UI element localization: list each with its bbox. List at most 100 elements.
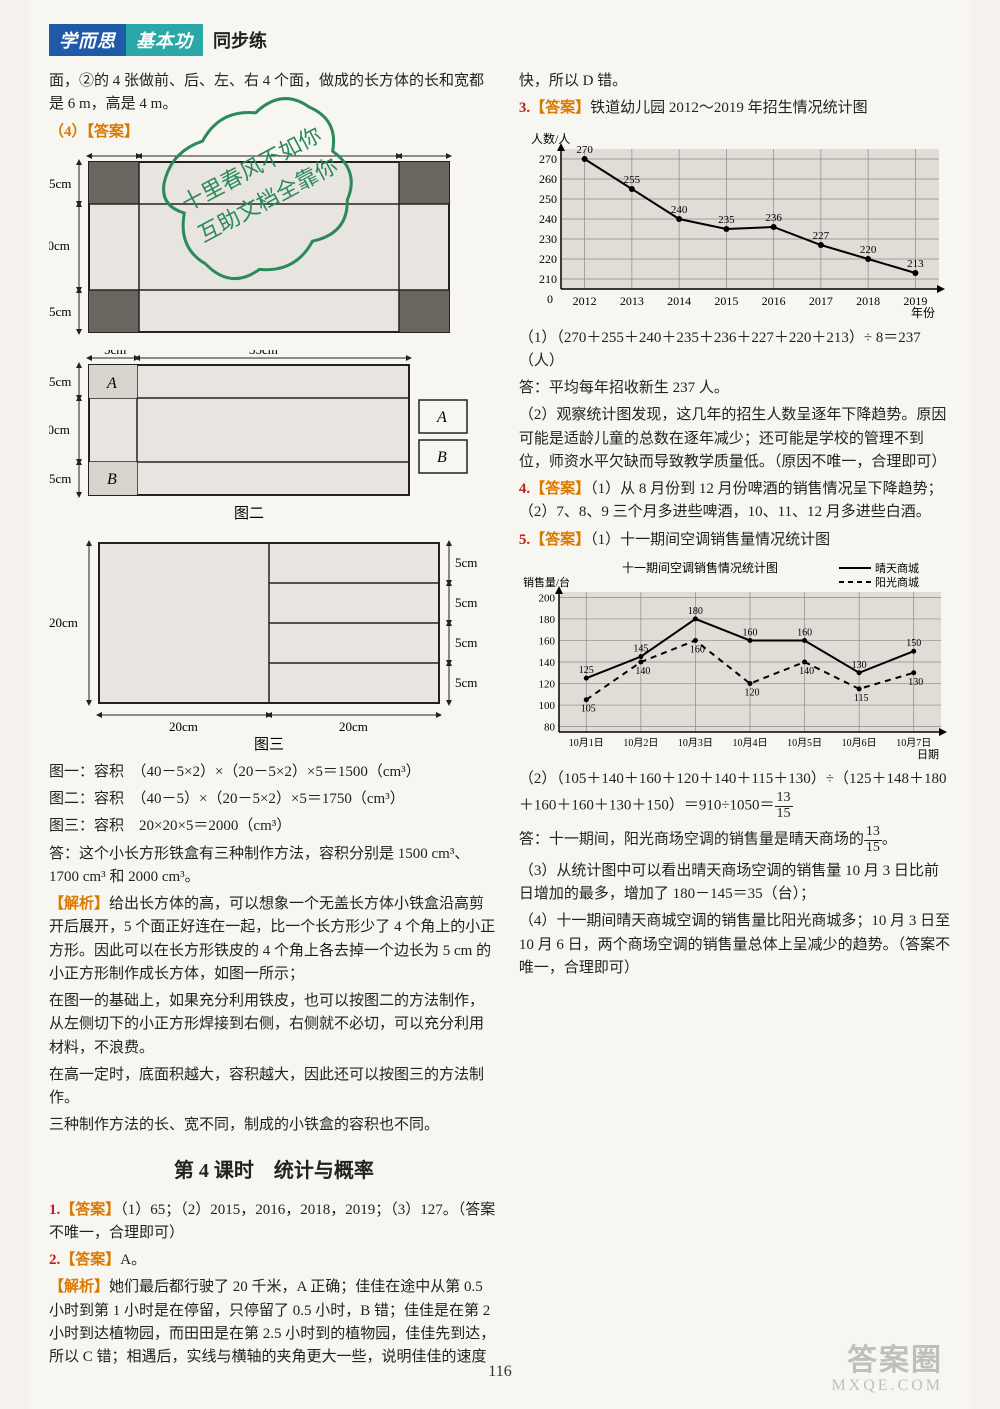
svg-text:240: 240 bbox=[671, 204, 688, 216]
svg-text:125: 125 bbox=[579, 665, 594, 676]
right-column: 快，所以 D 错。 3.【答案】铁道幼儿园 2012～2019 年招生情况统计图… bbox=[519, 70, 951, 1373]
svg-text:5cm: 5cm bbox=[49, 374, 71, 389]
svg-text:10月6日: 10月6日 bbox=[841, 737, 876, 749]
svg-text:B: B bbox=[107, 471, 117, 488]
figure-3: 20cm 20cm 20cm 5cm 5cm 5cm 5cm 图三 bbox=[49, 533, 499, 753]
svg-text:5cm: 5cm bbox=[49, 471, 71, 486]
svg-text:10月2日: 10月2日 bbox=[623, 737, 658, 749]
analysis-p2: 在图一的基础上，如果充分利用铁皮，也可以按图二的方法制作，从左侧切下的小正方形焊… bbox=[49, 990, 499, 1060]
svg-text:日期: 日期 bbox=[917, 748, 939, 760]
svg-text:260: 260 bbox=[539, 172, 557, 186]
svg-text:10cm: 10cm bbox=[49, 238, 70, 253]
svg-text:145: 145 bbox=[633, 643, 648, 654]
svg-text:120: 120 bbox=[538, 678, 555, 690]
answer-text: 答：这个小长方形铁盒有三种制作方法，容积分别是 1500 cm³、1700 cm… bbox=[49, 843, 499, 890]
svg-text:10cm: 10cm bbox=[49, 422, 70, 437]
svg-text:2018: 2018 bbox=[856, 294, 880, 308]
svg-text:2013: 2013 bbox=[620, 294, 644, 308]
q5-ans2: 答：十一期间，阳光商场空调的销售量是晴天商场的1315。 bbox=[519, 825, 951, 855]
svg-text:阳光商城: 阳光商城 bbox=[875, 575, 919, 589]
svg-text:10月3日: 10月3日 bbox=[678, 737, 713, 749]
svg-text:5cm: 5cm bbox=[455, 675, 477, 690]
svg-text:20cm: 20cm bbox=[339, 719, 368, 734]
q2-analysis: 【解析】她们最后都行驶了 20 千米，A 正确；佳佳在途中从第 0.5 小时到第… bbox=[49, 1276, 499, 1369]
svg-text:130: 130 bbox=[908, 677, 923, 688]
svg-text:A: A bbox=[436, 409, 447, 426]
svg-text:230: 230 bbox=[539, 232, 557, 246]
section-title: 第 4 课时 统计与概率 bbox=[49, 1156, 499, 1187]
svg-text:235: 235 bbox=[718, 214, 735, 226]
svg-text:150: 150 bbox=[906, 638, 921, 649]
q5-header: 5.【答案】（1）十一期间空调销售量情况统计图 bbox=[519, 529, 951, 552]
header-subtitle: 同步练 bbox=[213, 27, 267, 53]
svg-text:5cm: 5cm bbox=[49, 304, 71, 319]
svg-text:213: 213 bbox=[907, 258, 924, 270]
q1: 1.【答案】（1）65；（2）2015，2016，2018，2019；（3）12… bbox=[49, 1199, 499, 1246]
figure-2: A B A B 5cm 35cm 5cm 10cm bbox=[49, 350, 499, 525]
svg-text:2016: 2016 bbox=[761, 294, 785, 308]
svg-text:10月7日: 10月7日 bbox=[896, 737, 931, 749]
svg-text:160: 160 bbox=[690, 644, 705, 655]
q2-answer: 2.【答案】A。 bbox=[49, 1249, 499, 1272]
svg-text:120: 120 bbox=[744, 687, 759, 698]
svg-text:图二: 图二 bbox=[234, 505, 264, 522]
calc-2: 图二：容积 （40－5）×（20－5×2）×5＝1750（cm³） bbox=[49, 788, 499, 811]
svg-text:0: 0 bbox=[547, 292, 553, 306]
q4: 4.【答案】（1）从 8 月份到 12 月份啤酒的销售情况呈下降趋势；（2）7、… bbox=[519, 478, 951, 525]
watermark-small: MXQE.COM bbox=[831, 1377, 943, 1395]
svg-text:160: 160 bbox=[742, 627, 757, 638]
svg-text:5cm: 5cm bbox=[455, 595, 477, 610]
chart-ac-sales: 十一期间空调销售情况统计图晴天商城阳光商城8010012014016018020… bbox=[519, 560, 951, 760]
svg-text:180: 180 bbox=[688, 606, 703, 617]
svg-text:2017: 2017 bbox=[809, 294, 833, 308]
svg-text:240: 240 bbox=[539, 212, 557, 226]
svg-text:5cm: 5cm bbox=[455, 555, 477, 570]
svg-text:2012: 2012 bbox=[572, 294, 596, 308]
svg-text:销售量/台: 销售量/台 bbox=[523, 575, 570, 589]
analysis-p3: 在高一定时，底面积越大，容积越大，因此还可以按图三的方法制作。 bbox=[49, 1064, 499, 1111]
analysis-block: 【解析】给出长方体的高，可以想象一个无盖长方体小铁盒沿高剪开后展开，5 个面正好… bbox=[49, 893, 499, 986]
svg-text:100: 100 bbox=[538, 700, 555, 712]
watermark-big: 答案圈 bbox=[831, 1344, 943, 1377]
svg-text:图三: 图三 bbox=[254, 736, 284, 753]
calc-1: 图一：容积 （40－5×2）×（20－5×2）×5＝1500（cm³） bbox=[49, 761, 499, 784]
badge-blue: 学而思 bbox=[49, 24, 126, 56]
page-header: 学而思 基本功 同步练 bbox=[29, 24, 971, 56]
svg-text:5cm: 5cm bbox=[109, 152, 131, 155]
svg-text:10月1日: 10月1日 bbox=[569, 737, 604, 749]
chart-enrollment: 2102202302402502602702012201320142015201… bbox=[519, 129, 951, 319]
svg-text:20cm: 20cm bbox=[169, 719, 198, 734]
svg-text:年份: 年份 bbox=[911, 306, 935, 319]
svg-text:10月5日: 10月5日 bbox=[787, 737, 822, 749]
q3-p2: （2）观察统计图发现，这几年的招生人数呈逐年下降趋势。原因可能是适龄儿童的总数在… bbox=[519, 404, 951, 474]
svg-text:270: 270 bbox=[576, 144, 593, 156]
svg-text:255: 255 bbox=[623, 174, 640, 186]
q3-header: 3.【答案】铁道幼儿园 2012～2019 年招生情况统计图 bbox=[519, 97, 951, 120]
svg-text:220: 220 bbox=[860, 244, 877, 256]
intro-paragraph: 面，②的 4 张做前、后、左、右 4 个面，做成的长方体的长和宽都是 6 m，高… bbox=[49, 70, 499, 117]
svg-text:2014: 2014 bbox=[667, 294, 691, 308]
continuation: 快，所以 D 错。 bbox=[519, 70, 951, 93]
svg-text:270: 270 bbox=[539, 152, 557, 166]
svg-text:140: 140 bbox=[538, 657, 555, 669]
svg-text:210: 210 bbox=[539, 272, 557, 286]
svg-text:B: B bbox=[437, 449, 447, 466]
svg-text:10月4日: 10月4日 bbox=[732, 737, 767, 749]
svg-text:5cm: 5cm bbox=[104, 350, 126, 357]
svg-text:105: 105 bbox=[581, 703, 596, 714]
analysis-tag: 【解析】 bbox=[49, 896, 109, 912]
svg-text:180: 180 bbox=[538, 614, 555, 626]
svg-text:5cm: 5cm bbox=[414, 152, 436, 155]
left-column: 面，②的 4 张做前、后、左、右 4 个面，做成的长方体的长和宽都是 6 m，高… bbox=[49, 70, 499, 1373]
svg-text:人数/人: 人数/人 bbox=[531, 131, 570, 146]
svg-text:30cm: 30cm bbox=[249, 152, 278, 155]
svg-text:250: 250 bbox=[539, 192, 557, 206]
q5-calc: （2）（105＋140＋160＋120＋140＋115＋130）÷（125＋14… bbox=[519, 768, 951, 822]
svg-text:160: 160 bbox=[538, 635, 555, 647]
svg-text:20cm: 20cm bbox=[49, 615, 78, 630]
svg-text:十一期间空调销售情况统计图: 十一期间空调销售情况统计图 bbox=[622, 560, 778, 575]
svg-text:A: A bbox=[106, 375, 117, 392]
svg-text:140: 140 bbox=[799, 666, 814, 677]
q3-calc: （1）（270＋255＋240＋235＋236＋227＋220＋213）÷ 8＝… bbox=[519, 327, 951, 374]
svg-text:35cm: 35cm bbox=[249, 350, 278, 357]
